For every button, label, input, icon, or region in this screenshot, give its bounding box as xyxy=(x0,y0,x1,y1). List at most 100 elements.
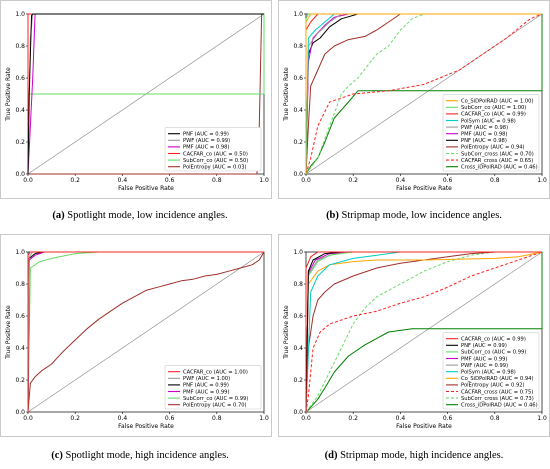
y-tick-label: 0.8 xyxy=(293,281,303,288)
x-tick-label: 0.8 xyxy=(212,177,222,184)
caption-letter: (a) xyxy=(52,210,65,221)
x-tick-label: 0.0 xyxy=(23,177,33,184)
legend-entry: PolEntropy (AUC = 0.92) xyxy=(461,383,525,389)
legend-box xyxy=(164,127,262,172)
legend-entry: CACFAR_co (AUC = 0.50) xyxy=(183,151,248,157)
legend-entry: CACFAR_cross (AUC = 0.75) xyxy=(461,389,533,395)
caption-text: Spotlight mode, low incidence angles. xyxy=(65,210,228,221)
legend-entry: PWF (AUC = 0.98) xyxy=(461,125,508,131)
legend-entry: PNF (AUC = 0.99) xyxy=(183,132,229,138)
series-line xyxy=(305,251,543,413)
series-line xyxy=(305,252,543,413)
y-tick-label: 0.0 xyxy=(15,409,25,416)
legend-entry: CACFAR_cross (AUC = 0.65) xyxy=(461,158,533,164)
x-axis-label: False Positive Rate xyxy=(396,185,452,192)
legend-entry: PNF (AUC = 0.99) xyxy=(461,343,507,349)
legend-entry: Co_SiDPolRAD (AUC = 1.00) xyxy=(461,99,533,105)
y-tick-label: 0.4 xyxy=(15,345,25,352)
x-tick-label: 0.2 xyxy=(348,415,358,422)
x-tick-label: 1.0 xyxy=(259,177,269,184)
legend-entry: PMF (AUC = 0.98) xyxy=(183,145,229,151)
y-tick-label: 1.0 xyxy=(15,11,25,18)
x-axis-label: False Positive Rate xyxy=(118,185,174,192)
y-axis-label: True Positive Rate xyxy=(5,305,12,360)
x-tick-label: 0.2 xyxy=(70,415,80,422)
legend-entry: PolEntropy (AUC = 0.03) xyxy=(183,165,247,171)
series-line xyxy=(305,251,542,413)
y-tick-label: 0.8 xyxy=(293,43,303,50)
legend-entry: PolSym (AUC = 0.98) xyxy=(461,370,516,376)
x-tick-label: 0.6 xyxy=(443,177,453,184)
legend-entry: Cross_iDPolRAD (AUC = 0.46) xyxy=(461,403,538,409)
x-tick-label: 0.2 xyxy=(70,177,80,184)
series-line xyxy=(305,13,542,175)
y-tick-label: 0.6 xyxy=(15,75,25,82)
y-tick-label: 0.6 xyxy=(293,75,303,82)
legend-entry: SubCorr_cross (AUC = 0.70) xyxy=(461,151,534,157)
x-axis-label: False Positive Rate xyxy=(396,423,452,430)
x-tick-label: 0.4 xyxy=(396,415,406,422)
legend-box xyxy=(442,332,540,410)
series-lines xyxy=(305,13,543,175)
legend-entry: Co_SiDPolRAD (AUC = 0.94) xyxy=(461,376,533,382)
panel-caption: (b) Stripmap mode, low incidence angles. xyxy=(326,210,502,221)
x-tick-label: 0.8 xyxy=(212,415,222,422)
legend-entry: PMF (AUC = 0.98) xyxy=(461,132,507,138)
series-line xyxy=(305,13,543,175)
legend-entry: SubCorr_co (AUC = 0.50) xyxy=(183,158,248,164)
legend-entry: PWF (AUC = 1.00) xyxy=(183,376,230,382)
y-tick-label: 0.4 xyxy=(293,107,303,114)
y-tick-label: 0.8 xyxy=(15,43,25,50)
panel-caption: (a) Spotlight mode, low incidence angles… xyxy=(52,210,227,221)
y-tick-label: 0.2 xyxy=(293,139,303,146)
x-tick-label: 0.6 xyxy=(165,415,175,422)
x-tick-label: 0.0 xyxy=(301,177,311,184)
x-tick-label: 0.2 xyxy=(348,177,358,184)
legend-entry: SubCorr_co (AUC = 0.99) xyxy=(183,396,248,402)
legend-entry: PolSym (AUC = 0.98) xyxy=(461,118,516,124)
roc-panel-d: 0.0 0.2 0.4 0.6 0.8 1.0 0.0 0.2 0.4 0.6 0.8 1.0 Fals… xyxy=(278,234,550,461)
x-tick-label: 0.8 xyxy=(490,415,500,422)
x-tick-label: 0.0 xyxy=(23,415,33,422)
panel-caption: (c) Spotlight mode, high incidence angle… xyxy=(51,450,229,461)
legend-entry: PNF (AUC = 0.99) xyxy=(183,383,229,389)
y-tick-label: 1.0 xyxy=(293,249,303,256)
legend-entry: SubCorr_cross (AUC = 0.73) xyxy=(461,396,534,402)
y-tick-label: 0.6 xyxy=(293,313,303,320)
caption-text: Stripmap mode, low incidence angles. xyxy=(339,210,502,221)
series-line xyxy=(305,251,542,413)
series-line xyxy=(305,13,542,175)
chance-diagonal xyxy=(305,251,543,413)
y-axis-label: True Positive Rate xyxy=(283,305,290,360)
legend-entry: PolEntropy (AUC = 0.70) xyxy=(183,403,247,409)
legend: PNF (AUC = 0.99)PWF (AUC = 0.99)PMF (AUC… xyxy=(164,127,262,172)
chance-diagonal xyxy=(27,251,265,413)
x-tick-label: 0.8 xyxy=(490,177,500,184)
x-tick-label: 0.4 xyxy=(118,415,128,422)
series-lines xyxy=(27,251,265,413)
caption-letter: (c) xyxy=(51,450,63,461)
x-tick-label: 1.0 xyxy=(537,177,547,184)
series-line xyxy=(305,251,542,412)
series-lines xyxy=(305,251,543,413)
panel-caption: (d) Stripmap mode, high incidence angles… xyxy=(325,450,504,461)
series-line xyxy=(305,13,542,175)
legend-entry: PWF (AUC = 0.99) xyxy=(183,138,230,144)
x-axis-label: False Positive Rate xyxy=(118,423,174,430)
y-tick-label: 1.0 xyxy=(293,11,303,18)
legend: CACFAR_co (AUC = 0.99)PNF (AUC = 0.99)Su… xyxy=(442,332,540,410)
y-tick-label: 0.0 xyxy=(15,171,25,178)
legend: Co_SiDPolRAD (AUC = 1.00)SubCorr_co (AUC… xyxy=(442,94,540,172)
legend-entry: PMF (AUC = 0.99) xyxy=(183,389,229,395)
y-tick-label: 0.4 xyxy=(293,345,303,352)
x-tick-label: 1.0 xyxy=(537,415,547,422)
legend-entry: SubCorr_co (AUC = 0.99) xyxy=(461,350,526,356)
y-tick-label: 0.4 xyxy=(15,107,25,114)
series-line xyxy=(305,251,543,413)
y-tick-label: 0.6 xyxy=(15,313,25,320)
y-tick-label: 0.0 xyxy=(293,171,303,178)
x-tick-label: 0.6 xyxy=(443,415,453,422)
series-line xyxy=(27,251,265,413)
legend-entry: SubCorr_co (AUC = 1.00) xyxy=(461,105,526,111)
caption-text: Spotlight mode, high incidence angles. xyxy=(63,450,229,461)
